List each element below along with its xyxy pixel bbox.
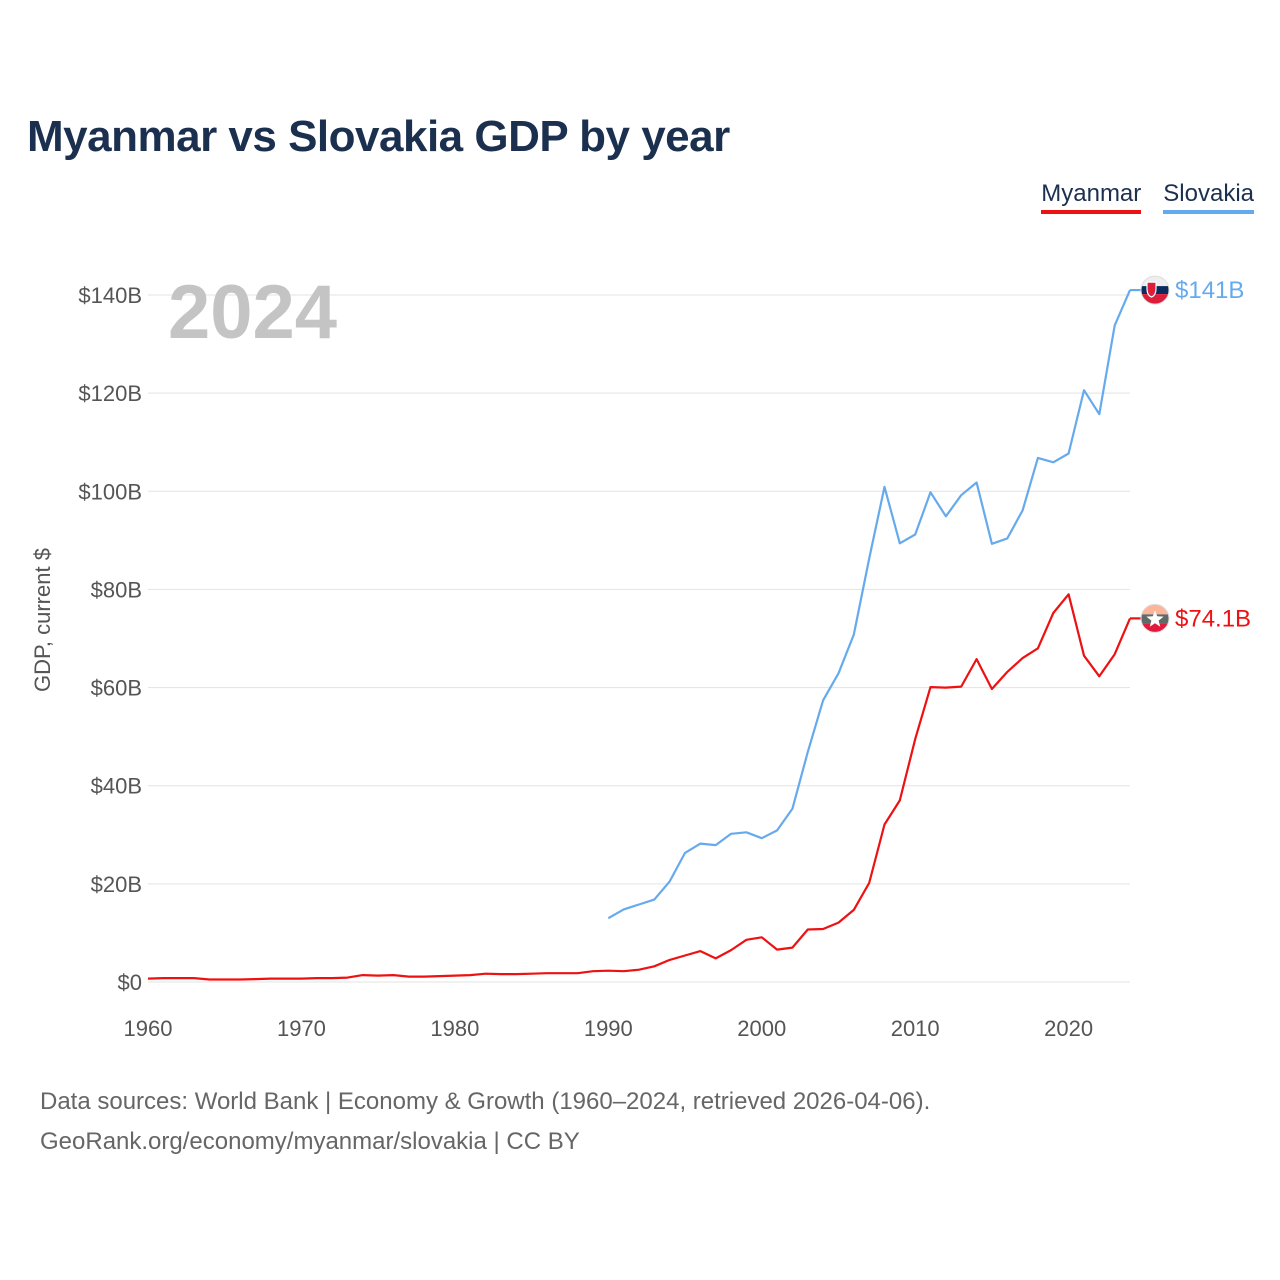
gridlines [148, 294, 1130, 983]
y-axis: $0 $20B $40B $60B $80B $100B $120B $140B [78, 283, 142, 995]
slovakia-flag-icon [1141, 276, 1169, 305]
series-line-myanmar [147, 593, 1132, 981]
y-tick-label: $60B [91, 676, 142, 701]
series-end-markers: $74.1B $141B [1130, 275, 1251, 633]
end-label-slovakia: $141B [1175, 277, 1244, 304]
x-tick-label: 2000 [737, 1016, 786, 1041]
legend-item-slovakia[interactable]: Slovakia [1163, 180, 1254, 214]
source-link[interactable]: GeoRank.org/economy/myanmar/slovakia | C… [40, 1128, 580, 1155]
y-tick-label: $20B [91, 872, 142, 897]
x-tick-label: 1970 [277, 1016, 326, 1041]
page-title: Myanmar vs Slovakia GDP by year [27, 112, 730, 161]
y-tick-label: $40B [91, 774, 142, 799]
x-tick-label: 1990 [584, 1016, 633, 1041]
x-axis: 1960 1970 1980 1990 2000 2010 2020 [124, 1016, 1094, 1041]
x-tick-label: 1980 [430, 1016, 479, 1041]
x-tick-label: 2010 [891, 1016, 940, 1041]
y-tick-label: $80B [91, 577, 142, 602]
y-tick-label: $120B [78, 381, 142, 406]
x-tick-label: 2020 [1044, 1016, 1093, 1041]
y-axis-label: GDP, current $ [30, 548, 55, 692]
end-label-myanmar: $74.1B [1175, 605, 1251, 632]
series-line-slovakia [607, 289, 1132, 920]
y-tick-label: $0 [118, 970, 142, 995]
footer: Data sources: World Bank | Economy & Gro… [40, 1082, 930, 1162]
legend-item-myanmar[interactable]: Myanmar [1041, 180, 1142, 214]
x-tick-label: 1960 [124, 1016, 173, 1041]
series-lines [147, 289, 1132, 981]
current-year-label: 2024 [168, 270, 337, 355]
chart-legend: Myanmar Slovakia [1041, 180, 1254, 214]
y-tick-label: $100B [78, 479, 142, 504]
data-source-note: Data sources: World Bank | Economy & Gro… [40, 1088, 931, 1115]
y-tick-label: $140B [78, 283, 142, 308]
myanmar-flag-icon [1141, 604, 1169, 633]
